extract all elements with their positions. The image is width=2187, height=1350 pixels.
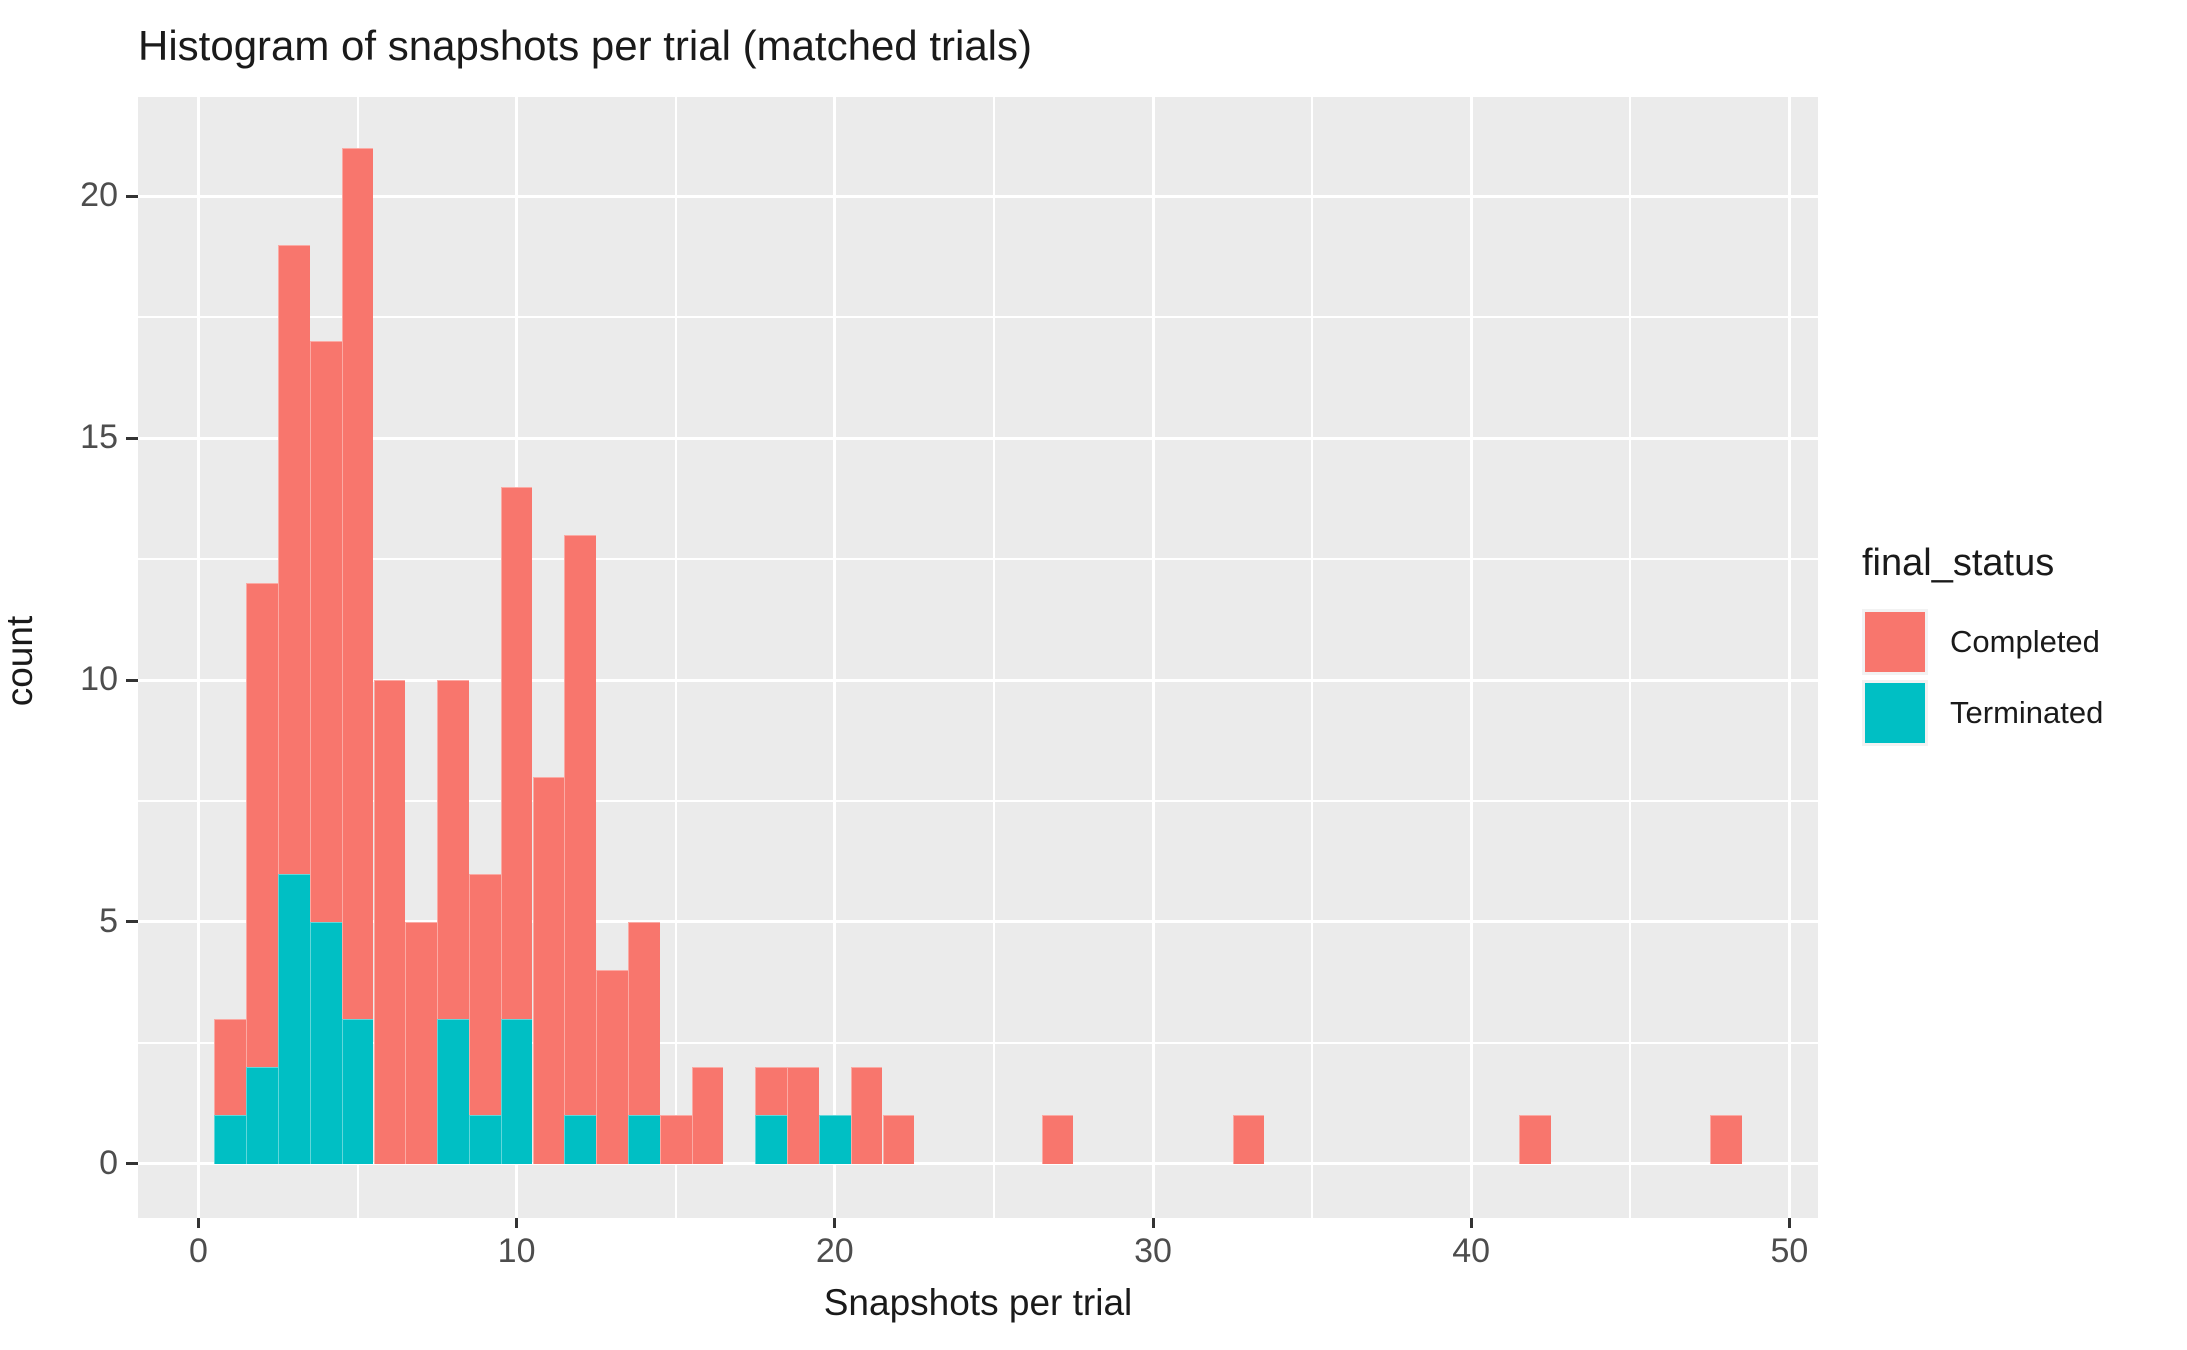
completed-bar bbox=[437, 680, 469, 1019]
terminated-bar bbox=[214, 1115, 247, 1164]
legend-label-terminated: Terminated bbox=[1950, 695, 2104, 730]
terminated-bar bbox=[755, 1115, 788, 1164]
completed-bar bbox=[596, 970, 628, 1164]
terminated-bar bbox=[564, 1115, 597, 1164]
completed-bar bbox=[691, 1067, 724, 1164]
x-minor-gridline bbox=[992, 97, 995, 1218]
plot-panel bbox=[138, 97, 1818, 1218]
x-minor-gridline bbox=[1629, 97, 1632, 1218]
x-tick-label: 0 bbox=[189, 1232, 208, 1270]
y-tick-mark bbox=[126, 678, 138, 682]
terminated-bar bbox=[468, 1115, 501, 1164]
y-minor-gridline bbox=[138, 558, 1818, 560]
y-major-gridline bbox=[138, 920, 1818, 924]
y-minor-gridline bbox=[138, 316, 1818, 319]
x-tick-mark bbox=[1151, 1218, 1155, 1228]
y-major-gridline bbox=[138, 436, 1818, 440]
y-tick-label: 15 bbox=[80, 418, 118, 457]
legend: final_status Completed Terminated bbox=[1862, 542, 2103, 751]
completed-bar bbox=[850, 1067, 883, 1164]
completed-bar bbox=[564, 534, 597, 1116]
completed-bar bbox=[659, 1115, 692, 1164]
completed-bar bbox=[246, 583, 278, 1067]
terminated-bar bbox=[341, 1018, 374, 1164]
y-tick-label: 0 bbox=[99, 1143, 118, 1182]
completed-bar bbox=[1041, 1115, 1074, 1164]
legend-title: final_status bbox=[1862, 542, 2055, 584]
y-axis-title: count bbox=[0, 615, 40, 707]
x-minor-gridline bbox=[674, 97, 677, 1218]
completed-bar bbox=[373, 680, 406, 1164]
terminated-bar bbox=[246, 1067, 278, 1164]
terminated-bar bbox=[309, 921, 342, 1164]
y-tick-label: 10 bbox=[80, 660, 118, 698]
x-tick-label: 40 bbox=[1452, 1232, 1491, 1270]
x-tick-label: 10 bbox=[497, 1232, 536, 1270]
x-tick-label: 20 bbox=[815, 1232, 854, 1270]
y-major-gridline bbox=[138, 194, 1818, 198]
completed-bar bbox=[532, 776, 565, 1164]
completed-swatch bbox=[1862, 609, 1928, 675]
x-tick-mark bbox=[515, 1218, 519, 1228]
x-tick-mark bbox=[1469, 1218, 1473, 1228]
y-tick-mark bbox=[126, 194, 138, 198]
terminated-bar bbox=[628, 1115, 660, 1164]
legend-entry-completed: Completed bbox=[1862, 609, 2103, 675]
plot-title: Histogram of snapshots per trial (matche… bbox=[138, 22, 1032, 69]
legend-entry-terminated: Terminated bbox=[1862, 680, 2103, 746]
terminated-bar bbox=[500, 1018, 533, 1164]
completed-bar bbox=[1518, 1115, 1551, 1164]
x-tick-mark bbox=[197, 1218, 200, 1228]
x-major-gridline bbox=[1151, 97, 1155, 1218]
completed-bar bbox=[1232, 1115, 1265, 1164]
x-major-gridline bbox=[1469, 97, 1473, 1218]
terminated-bar bbox=[818, 1115, 851, 1164]
y-major-gridline bbox=[138, 1162, 1818, 1166]
completed-bar bbox=[500, 486, 533, 1019]
y-major-gridline bbox=[138, 678, 1818, 682]
completed-bar bbox=[1709, 1115, 1742, 1164]
y-tick-mark bbox=[126, 1162, 138, 1166]
completed-bar bbox=[309, 341, 342, 922]
terminated-swatch bbox=[1862, 680, 1928, 746]
completed-bar bbox=[628, 921, 660, 1116]
completed-bar bbox=[882, 1115, 915, 1164]
x-major-gridline bbox=[1787, 97, 1791, 1218]
completed-bar bbox=[468, 873, 501, 1116]
legend-label-completed: Completed bbox=[1950, 624, 2100, 659]
x-major-gridline bbox=[197, 97, 200, 1218]
y-minor-gridline bbox=[138, 800, 1818, 802]
terminated-bar bbox=[278, 873, 310, 1164]
x-axis-title: Snapshots per trial bbox=[823, 1282, 1133, 1323]
completed-bar bbox=[755, 1067, 788, 1116]
y-tick-label: 20 bbox=[80, 176, 118, 215]
x-tick-label: 30 bbox=[1134, 1232, 1172, 1270]
y-tick-label: 5 bbox=[99, 901, 118, 940]
completed-bar bbox=[278, 244, 310, 874]
x-tick-mark bbox=[1787, 1218, 1791, 1228]
terminated-bar bbox=[437, 1018, 469, 1164]
x-major-gridline bbox=[833, 97, 837, 1218]
completed-bar bbox=[341, 147, 374, 1019]
y-tick-mark bbox=[126, 436, 138, 440]
y-minor-gridline bbox=[138, 1041, 1818, 1044]
completed-bar bbox=[787, 1067, 819, 1164]
x-minor-gridline bbox=[1311, 97, 1314, 1218]
completed-bar bbox=[214, 1018, 247, 1116]
x-tick-mark bbox=[833, 1218, 837, 1228]
completed-bar bbox=[405, 921, 438, 1164]
y-tick-mark bbox=[126, 920, 138, 924]
x-tick-label: 50 bbox=[1770, 1232, 1809, 1270]
